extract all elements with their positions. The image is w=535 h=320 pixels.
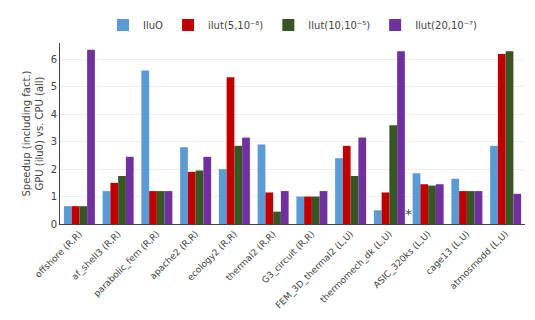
svg-text:Ilut(20,10⁻⁷): Ilut(20,10⁻⁷) <box>415 20 477 31</box>
svg-text:ecology2 (R,R): ecology2 (R,R) <box>185 229 239 283</box>
svg-text:*: * <box>405 206 412 222</box>
svg-text:1: 1 <box>51 191 57 202</box>
svg-text:ilut(5,10⁻⁸): ilut(5,10⁻⁸) <box>208 20 263 31</box>
svg-text:FEM_3D_thermal2 (L,U): FEM_3D_thermal2 (L,U) <box>274 229 356 311</box>
svg-text:atmosmodd (L,U): atmosmodd (L,U) <box>448 229 510 291</box>
svg-text:thermal2 (R,R): thermal2 (R,R) <box>224 229 278 283</box>
svg-text:cage13 (L,U): cage13 (L,U) <box>424 229 472 277</box>
svg-text:parabolic_fem (R,R): parabolic_fem (R,R) <box>92 229 162 299</box>
svg-text:G3_circuit (R,R): G3_circuit (R,R) <box>260 229 317 286</box>
svg-text:0: 0 <box>51 219 57 230</box>
svg-text:thermomech_dk (L,U): thermomech_dk (L,U) <box>318 229 394 305</box>
svg-text:Speedup (including fact.)GPU (: Speedup (including fact.)GPU (ilu0) vs. … <box>21 70 45 196</box>
svg-text:IluO: IluO <box>143 20 163 31</box>
svg-text:apache2 (R,R): apache2 (R,R) <box>148 229 200 281</box>
svg-text:ASIC_320ks (L,U): ASIC_320ks (L,U) <box>371 229 432 290</box>
svg-text:af_shell3 (R,R): af_shell3 (R,R) <box>70 229 123 282</box>
svg-text:offshore (R,R): offshore (R,R) <box>33 229 84 280</box>
svg-text:3: 3 <box>51 136 57 147</box>
svg-text:5: 5 <box>51 81 57 92</box>
svg-text:4: 4 <box>51 109 57 120</box>
svg-text:Ilut(10,10⁻⁵): Ilut(10,10⁻⁵) <box>308 20 370 31</box>
svg-text:6: 6 <box>51 54 57 65</box>
svg-text:2: 2 <box>51 164 57 175</box>
